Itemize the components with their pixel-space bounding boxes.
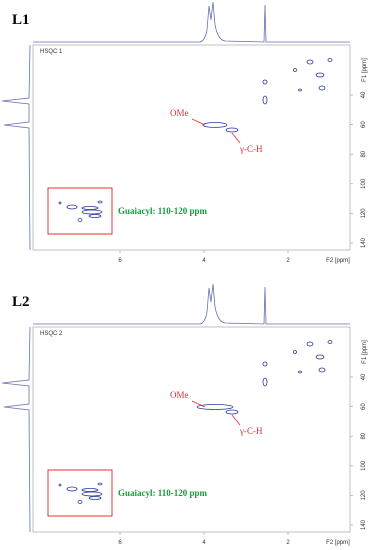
contour [97, 200, 103, 204]
guaiacyl-annotation: Guaiacyl: 110-120 ppm [118, 206, 208, 216]
ome-annotation: OMe [170, 390, 189, 400]
left-projection [1, 44, 31, 251]
gamma-annotation: γ-C-H [239, 144, 263, 154]
contour [298, 88, 302, 92]
f1-tick-label: 60 [361, 403, 367, 410]
gamma-annotation: γ-C-H [239, 426, 263, 436]
guaiacyl-box [47, 187, 113, 235]
ome-annotation: OMe [170, 108, 189, 118]
f2-tick-label: 4 [202, 258, 206, 264]
contour [225, 127, 239, 133]
contour [262, 79, 268, 85]
plot-frame [32, 44, 351, 251]
contour [293, 350, 297, 354]
contour [58, 201, 62, 205]
ome-pointer [191, 400, 206, 408]
contour [262, 95, 268, 105]
contour [88, 214, 102, 218]
contour [81, 491, 103, 497]
contour [318, 367, 326, 373]
contour [81, 206, 99, 210]
experiment-label: HSQC 1 [40, 49, 63, 55]
contour [262, 361, 268, 367]
f2-tick-label: 2 [286, 540, 290, 546]
contour [66, 204, 78, 210]
contour [196, 404, 234, 410]
gamma-pointer [231, 132, 241, 144]
contour [318, 85, 326, 91]
f1-tick-label: 100 [361, 460, 367, 471]
panel-label: L2 [12, 294, 30, 310]
f1-tick-label: 140 [361, 519, 367, 530]
f1-tick-label: 120 [361, 490, 367, 501]
contour [315, 354, 325, 360]
contour [306, 341, 314, 347]
contour [97, 482, 103, 486]
panel-label: L1 [12, 12, 30, 28]
experiment-label: HSQC 2 [40, 331, 63, 337]
spectrum-panel: L1 HSQC 1 OMe γ-C-H Guaiacyl: 110-120 ppm 40 6… [1, 1, 368, 264]
gamma-pointer [231, 414, 241, 426]
contour [293, 68, 297, 72]
contour [81, 209, 103, 215]
contour [225, 409, 239, 415]
contour [66, 486, 78, 492]
plot-frame [32, 326, 351, 533]
f1-axis-title: F1 [ppm] [362, 58, 368, 82]
contour [298, 370, 302, 374]
f1-tick-label: 120 [361, 208, 367, 219]
f2-axis-title: F2 [ppm] [326, 258, 350, 264]
contour [88, 496, 102, 500]
contour [315, 72, 325, 78]
f1-tick-label: 100 [361, 178, 367, 189]
contour [327, 340, 333, 344]
contour [327, 58, 333, 62]
guaiacyl-box [47, 469, 113, 517]
contour [77, 218, 83, 222]
f2-axis-title: F2 [ppm] [326, 540, 350, 546]
f2-tick-label: 2 [286, 258, 290, 264]
left-projection [1, 326, 31, 533]
top-projection [33, 283, 350, 325]
f1-axis-title: F1 [ppm] [362, 340, 368, 364]
f2-tick-label: 6 [118, 540, 122, 546]
contour [58, 483, 62, 487]
f2-tick-label: 4 [202, 540, 206, 546]
contour [306, 59, 314, 65]
guaiacyl-annotation: Guaiacyl: 110-120 ppm [118, 488, 208, 498]
f1-tick-label: 40 [361, 373, 367, 380]
f1-tick-label: 40 [361, 91, 367, 98]
f1-tick-label: 140 [361, 237, 367, 248]
contour [202, 122, 228, 128]
spectrum-panel: L2 HSQC 2 OMe γ-C-H Guaiacyl: 110-120 ppm 40 6… [1, 283, 368, 546]
contour [77, 500, 83, 504]
f2-tick-label: 6 [118, 258, 122, 264]
ome-pointer [191, 118, 206, 126]
contour [262, 377, 268, 387]
contour [81, 488, 99, 492]
f1-tick-label: 80 [361, 432, 367, 439]
f1-tick-label: 60 [361, 121, 367, 128]
top-projection [33, 1, 350, 43]
f1-tick-label: 80 [361, 150, 367, 157]
